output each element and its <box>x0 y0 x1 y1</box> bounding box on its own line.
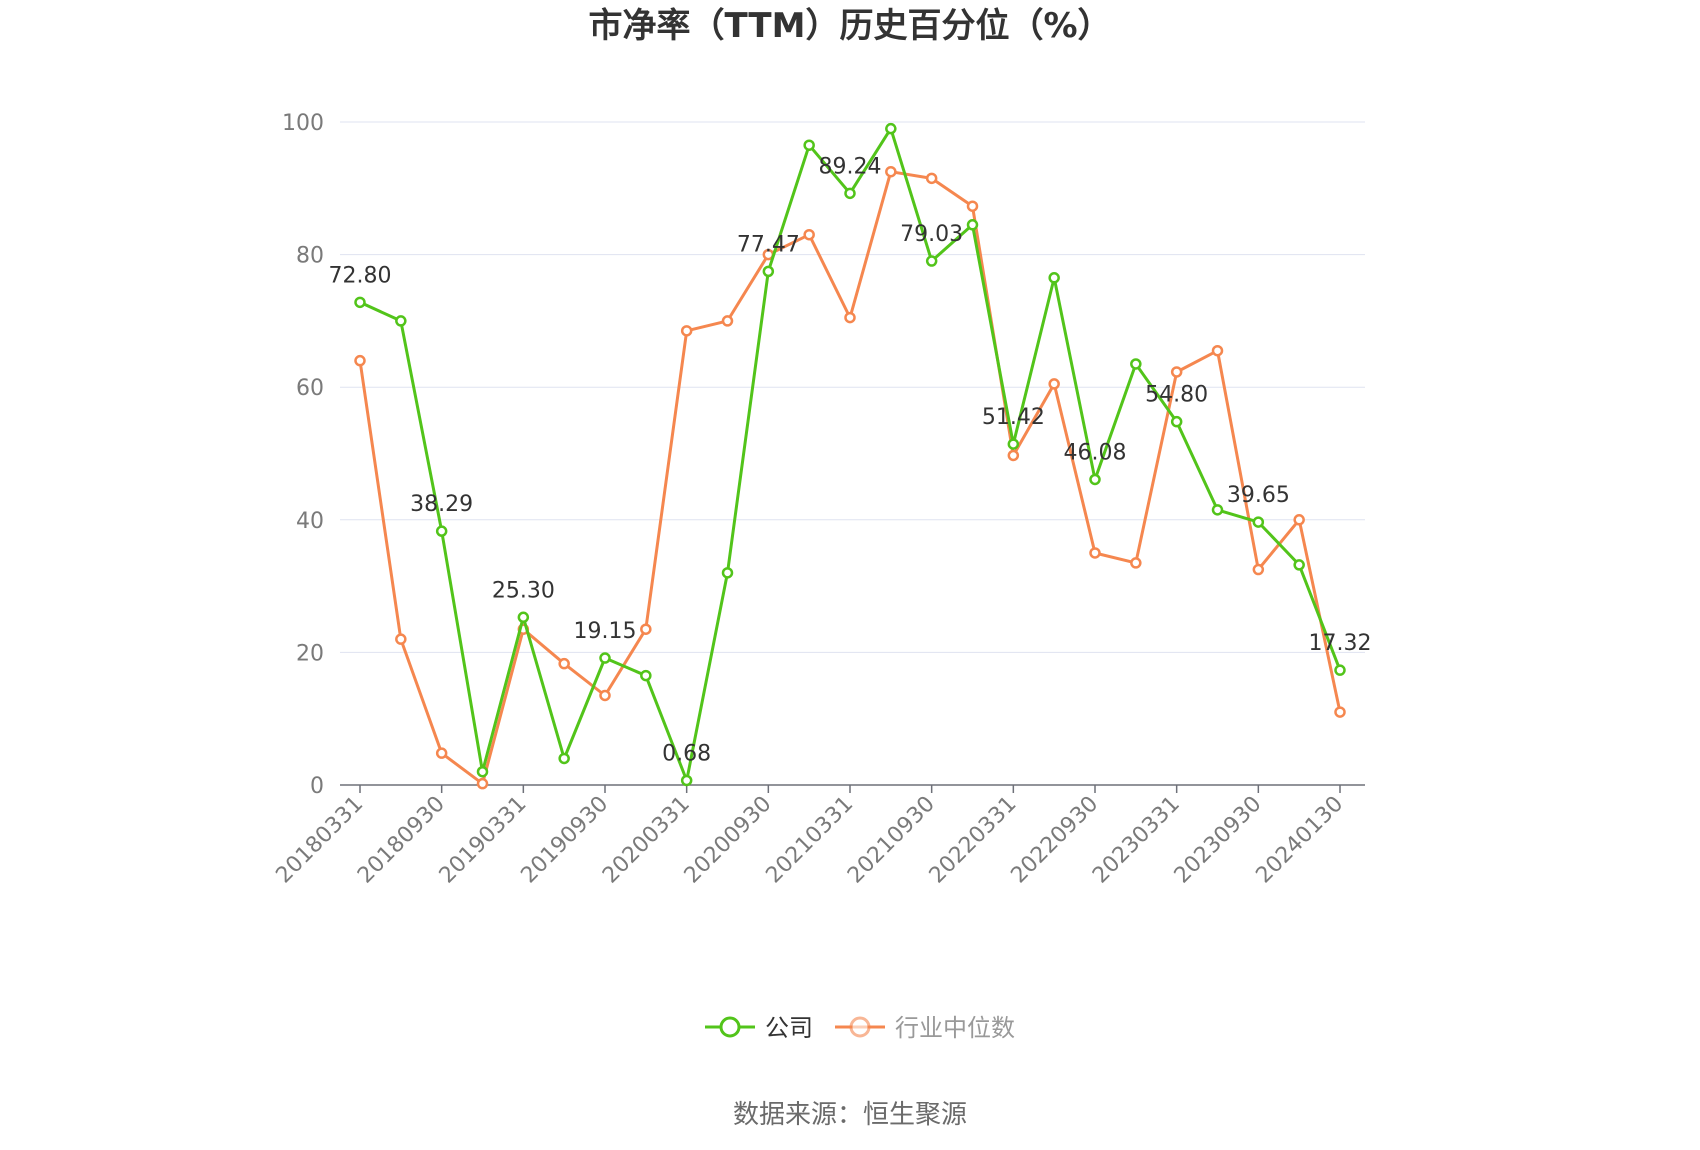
y-tick-label: 20 <box>296 641 324 666</box>
x-tick-label: 20240130 <box>1251 792 1348 889</box>
company-point <box>925 255 938 267</box>
industry-median-point <box>885 165 897 178</box>
data-label: 79.03 <box>900 222 963 247</box>
industry-median-point <box>1170 366 1183 378</box>
data-label: 89.24 <box>819 154 882 179</box>
x-tick-label: 20190930 <box>516 792 613 889</box>
company-point <box>1293 559 1305 571</box>
x-tick-label: 20200930 <box>680 792 777 889</box>
y-tick-label: 40 <box>296 509 324 534</box>
company-point <box>721 567 734 579</box>
x-tick-label: 20230331 <box>1088 792 1185 889</box>
industry-median-point <box>558 657 570 670</box>
legend-industry-median: 行业中位数 <box>835 1014 1015 1042</box>
legend-label: 公司 <box>765 1014 813 1042</box>
data-label: 25.30 <box>492 578 555 603</box>
industry-median-point <box>599 689 611 702</box>
industry-median-point <box>395 633 407 645</box>
company-point <box>885 122 897 135</box>
company-point <box>558 752 570 765</box>
company-point <box>476 765 489 778</box>
industry-median-point <box>1089 547 1101 559</box>
data-label: 46.08 <box>1064 440 1127 465</box>
legend-company: 公司 <box>705 1014 813 1042</box>
x-tick-label: 20230930 <box>1170 792 1267 889</box>
company-point <box>517 611 530 624</box>
industry-median-point <box>925 172 938 185</box>
x-tick-label: 20180331 <box>271 792 368 889</box>
company-point <box>435 525 448 537</box>
x-tick-label: 20220930 <box>1006 792 1103 889</box>
industry-median-point <box>803 228 815 241</box>
company-point <box>1252 516 1265 528</box>
company-point <box>680 774 693 787</box>
series-line-industry-median <box>358 170 1342 786</box>
legend-label: 行业中位数 <box>895 1014 1015 1042</box>
industry-median-point <box>1211 344 1224 357</box>
y-tick-label: 80 <box>296 244 324 269</box>
x-tick-label: 20180930 <box>353 792 450 889</box>
data-label-layer: 72.80 38.29 25.30 19.15 0.68 77.47 89.24 79.03 5… <box>329 154 1372 766</box>
data-label: 19.15 <box>574 619 637 644</box>
data-label: 38.29 <box>410 492 473 517</box>
company-point <box>599 652 611 664</box>
industry-median-point <box>1007 449 1020 462</box>
y-tick-label: 60 <box>296 376 324 401</box>
data-label: 0.68 <box>662 741 711 766</box>
data-label: 72.80 <box>329 263 392 288</box>
industry-median-point <box>1130 557 1142 569</box>
legend: 公司 行业中位数 <box>705 1014 1015 1042</box>
source-note: 数据来源：恒生聚源 <box>733 1100 967 1130</box>
industry-median-point <box>1252 563 1265 576</box>
legend-marker <box>849 1016 871 1038</box>
series-line-company <box>359 127 1342 782</box>
company-point <box>1211 504 1224 516</box>
company-point <box>762 265 775 278</box>
grid-layer <box>340 121 1365 653</box>
company-point <box>1170 415 1183 428</box>
company-point <box>395 315 407 327</box>
data-label: 77.47 <box>737 232 800 257</box>
industry-median-point <box>435 747 448 759</box>
industry-median-point <box>1048 378 1060 390</box>
industry-median-point <box>680 325 693 337</box>
company-point <box>844 187 856 200</box>
x-tick-label: 20190331 <box>435 792 532 889</box>
data-label: 54.80 <box>1145 383 1208 408</box>
industry-median-point <box>721 315 734 327</box>
data-label: 17.32 <box>1309 631 1372 656</box>
industry-median-point <box>1334 706 1346 718</box>
x-tick-label: 20210331 <box>761 792 858 889</box>
y-tick-label: 100 <box>282 111 324 136</box>
company-point <box>1130 358 1142 370</box>
company-point <box>354 296 366 309</box>
company-point <box>1089 473 1101 486</box>
y-tick-label: 0 <box>310 774 324 799</box>
company-point <box>640 669 652 682</box>
industry-median-point <box>640 623 652 635</box>
company-point <box>803 139 815 151</box>
industry-median-point <box>966 200 979 212</box>
company-point <box>966 219 979 231</box>
chart-title: 市净率（TTM）历史百分位（%） <box>588 6 1111 46</box>
legend-marker <box>719 1016 741 1038</box>
industry-median-point <box>476 777 489 790</box>
industry-median-point <box>1293 514 1305 526</box>
series-layer <box>354 122 1346 790</box>
x-tick-label: 20200331 <box>598 792 695 889</box>
industry-median-point <box>844 311 856 324</box>
company-point <box>1007 438 1020 450</box>
data-label: 51.42 <box>982 405 1045 430</box>
x-tick-label: 20220331 <box>925 792 1022 889</box>
x-tick-label: 20210930 <box>843 792 940 889</box>
data-label: 39.65 <box>1227 483 1290 508</box>
company-point <box>1048 272 1060 284</box>
company-point <box>1334 664 1346 676</box>
industry-median-point <box>354 354 366 367</box>
